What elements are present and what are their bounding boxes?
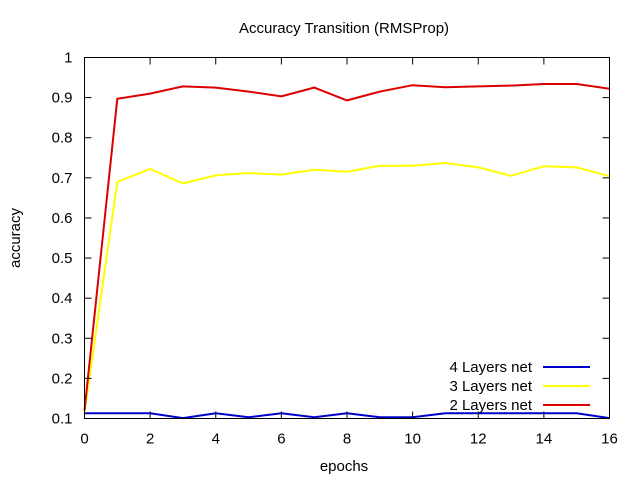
y-tick-label: 0.5 xyxy=(52,250,73,267)
x-tick-label: 10 xyxy=(404,431,421,448)
x-axis: 0 2 4 6 8 10 12 14 16 xyxy=(80,57,618,448)
chart-title: Accuracy Transition (RMSProp) xyxy=(239,20,449,37)
x-tick-label: 6 xyxy=(277,431,285,448)
y-tick-label: 0.3 xyxy=(52,330,73,347)
legend: 4 Layers net 3 Layers net 2 Layers net xyxy=(449,359,590,414)
series-line-3-layers-net xyxy=(83,161,610,413)
y-tick-label: 0.1 xyxy=(52,411,73,428)
y-tick-label: 0.4 xyxy=(52,290,73,307)
y-tick-label: 0.2 xyxy=(52,370,73,387)
x-axis-title: epochs xyxy=(320,458,368,475)
legend-label: 4 Layers net xyxy=(449,359,532,376)
y-tick-label: 0.6 xyxy=(52,210,73,227)
series-line-2-layers-net xyxy=(83,83,610,411)
y-tick-label: 1 xyxy=(64,50,72,67)
y-axis: 0.1 0.2 0.3 0.4 0.5 0.6 0.7 0.8 0.9 1 xyxy=(52,50,610,428)
x-tick-label: 2 xyxy=(146,431,154,448)
y-tick-label: 0.7 xyxy=(52,170,73,187)
y-tick-label: 0.9 xyxy=(52,90,73,107)
legend-label: 2 Layers net xyxy=(449,397,532,414)
y-axis-title: accuracy xyxy=(7,207,24,268)
x-tick-label: 12 xyxy=(470,431,487,448)
y-tick-label: 0.8 xyxy=(52,130,73,147)
x-tick-label: 14 xyxy=(536,431,553,448)
x-tick-label: 16 xyxy=(601,431,618,448)
x-tick-label: 0 xyxy=(80,431,88,448)
x-tick-label: 4 xyxy=(212,431,220,448)
legend-label: 3 Layers net xyxy=(449,378,532,395)
x-tick-label: 8 xyxy=(343,431,351,448)
